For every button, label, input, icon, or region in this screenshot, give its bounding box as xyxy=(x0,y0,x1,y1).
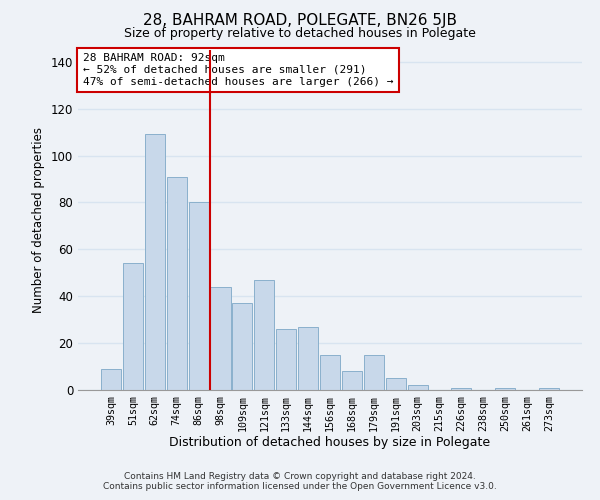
Bar xyxy=(386,378,406,390)
Bar xyxy=(364,355,384,390)
Bar xyxy=(123,264,143,390)
Bar xyxy=(145,134,165,390)
Bar xyxy=(101,369,121,390)
Bar xyxy=(188,202,209,390)
Bar xyxy=(167,176,187,390)
Y-axis label: Number of detached properties: Number of detached properties xyxy=(32,127,45,313)
Bar xyxy=(539,388,559,390)
Bar xyxy=(342,371,362,390)
Bar xyxy=(211,287,230,390)
Text: 28 BAHRAM ROAD: 92sqm
← 52% of detached houses are smaller (291)
47% of semi-det: 28 BAHRAM ROAD: 92sqm ← 52% of detached … xyxy=(83,54,394,86)
X-axis label: Distribution of detached houses by size in Polegate: Distribution of detached houses by size … xyxy=(169,436,491,450)
Bar xyxy=(451,388,472,390)
Text: Size of property relative to detached houses in Polegate: Size of property relative to detached ho… xyxy=(124,28,476,40)
Text: 28, BAHRAM ROAD, POLEGATE, BN26 5JB: 28, BAHRAM ROAD, POLEGATE, BN26 5JB xyxy=(143,12,457,28)
Bar xyxy=(495,388,515,390)
Bar xyxy=(407,386,428,390)
Bar xyxy=(232,303,253,390)
Bar xyxy=(298,326,318,390)
Bar xyxy=(320,355,340,390)
Text: Contains HM Land Registry data © Crown copyright and database right 2024.
Contai: Contains HM Land Registry data © Crown c… xyxy=(103,472,497,491)
Bar xyxy=(254,280,274,390)
Bar xyxy=(276,329,296,390)
